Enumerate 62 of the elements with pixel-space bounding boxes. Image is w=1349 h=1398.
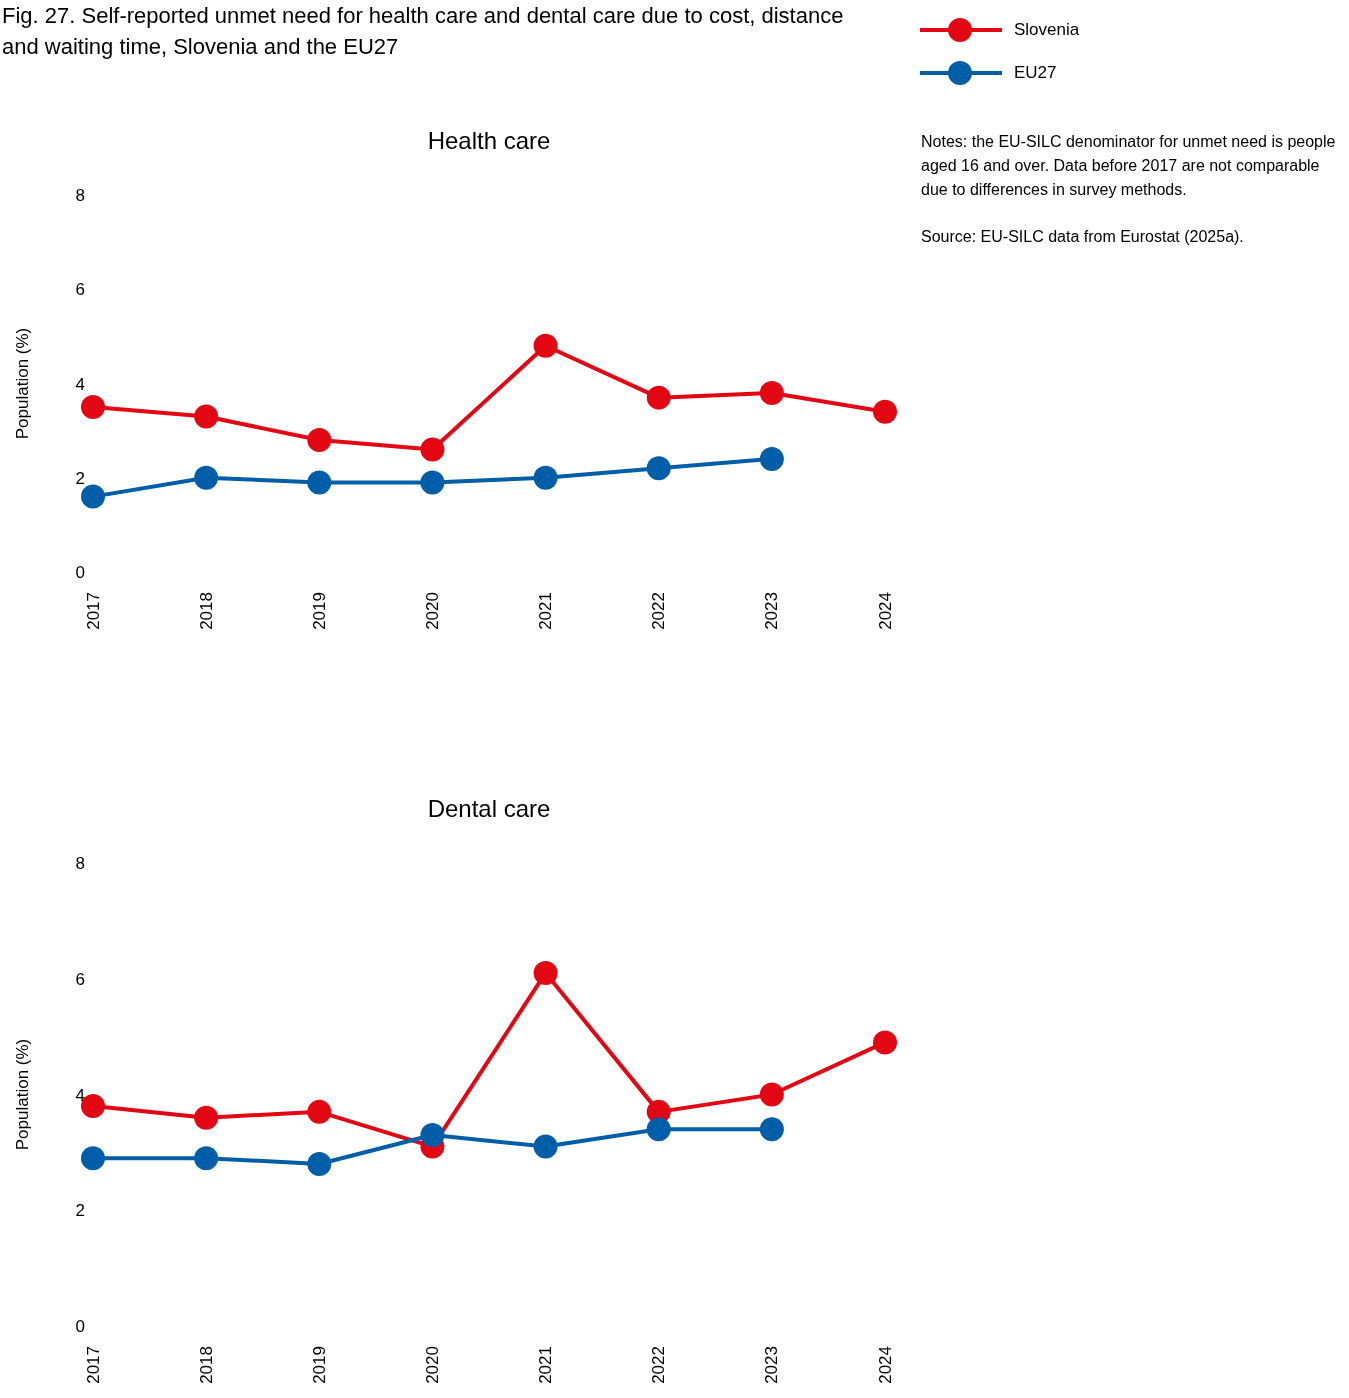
y-tick-label: 4 [75, 374, 85, 394]
y-tick-label: 6 [75, 969, 85, 989]
chart-title: Health care [426, 127, 552, 155]
y-tick-label: 2 [75, 468, 85, 488]
x-tick-label: 2022 [649, 592, 669, 630]
point [420, 470, 445, 495]
point [759, 1117, 784, 1142]
x-tick-label: 2022 [649, 1346, 669, 1384]
point [533, 1134, 558, 1159]
point [759, 446, 784, 471]
point [81, 484, 105, 509]
x-tick-label: 2017 [83, 1346, 103, 1384]
x-tick-label: 2020 [422, 1346, 442, 1384]
x-tick-label: 2021 [536, 1346, 556, 1384]
point [307, 470, 332, 495]
point [307, 1099, 332, 1124]
point [533, 333, 558, 358]
y-tick-label: 0 [75, 1317, 85, 1337]
point [81, 1146, 105, 1171]
x-tick-label: 2019 [309, 592, 329, 630]
legend-label: Slovenia [1014, 19, 1080, 40]
point [646, 1117, 671, 1142]
y-tick-label: 8 [75, 854, 85, 874]
y-tick-label: 4 [75, 1085, 85, 1105]
y-tick-label: 8 [75, 186, 85, 206]
point [873, 1030, 897, 1055]
y-axis-title: Population (%) [13, 1038, 33, 1151]
point [873, 399, 897, 424]
x-tick-label: 2020 [422, 592, 442, 630]
chart-title: Dental care [426, 795, 552, 823]
point [759, 1082, 784, 1107]
point [646, 385, 671, 410]
point [533, 465, 558, 490]
y-tick-label: 0 [75, 563, 85, 583]
x-tick-label: 2021 [536, 592, 556, 630]
point [194, 404, 219, 429]
x-tick-label: 2019 [309, 1346, 329, 1384]
point [307, 1151, 332, 1176]
x-tick-label: 2018 [196, 592, 216, 630]
x-tick-label: 2024 [875, 592, 895, 630]
point [533, 960, 558, 985]
point [420, 437, 445, 462]
caption: Fig. 27. Self-reported unmet need for health care and dental care due to cost, distance and waiting time, Slovenia and the EU27 [2, 2, 845, 61]
x-tick-label: 2024 [875, 1346, 895, 1384]
y-tick-label: 6 [75, 280, 85, 300]
x-tick-label: 2023 [762, 1346, 782, 1384]
y-axis-title: Population (%) [13, 327, 33, 440]
x-tick-label: 2023 [762, 592, 782, 630]
point [759, 380, 784, 405]
point [81, 395, 105, 420]
point [307, 428, 332, 453]
point [420, 1123, 445, 1148]
annotation: Source: EU-SILC data from Eurostat (2025a). [921, 227, 1245, 247]
x-tick-label: 2018 [196, 1346, 216, 1384]
point [194, 465, 219, 490]
annotation: Notes: the EU-SILC denominator for unmet need is people aged 16 and over. Data before 2017 are not comparable due to differences in survey methods. [921, 132, 1337, 200]
point [194, 1146, 219, 1171]
point [646, 456, 671, 481]
point [194, 1105, 219, 1130]
x-tick-label: 2017 [83, 592, 103, 630]
y-tick-label: 2 [75, 1201, 85, 1221]
legend-label: EU27 [1014, 62, 1057, 83]
